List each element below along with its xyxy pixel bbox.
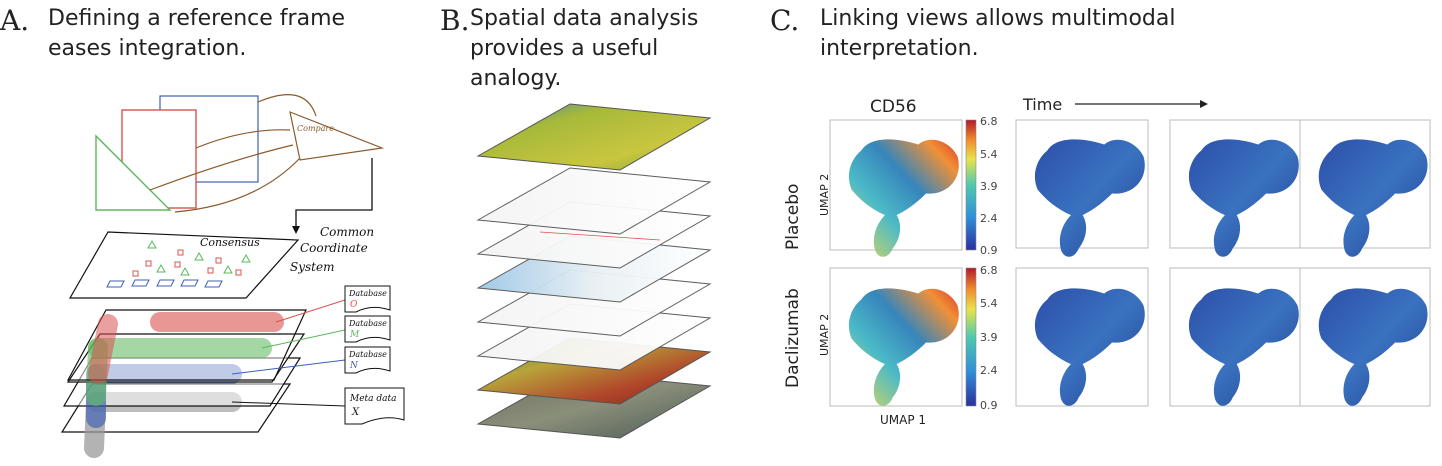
database-letter-1: O <box>350 300 358 310</box>
gis-layer-stack <box>476 103 712 439</box>
panel-a-heading-line-1: Defining a reference frame <box>48 6 346 31</box>
integration-sketch: Compare Consensus Common Coordinate Syst… <box>60 94 405 458</box>
panel-a-heading-line-2: eases integration. <box>48 36 247 61</box>
layer-red-plane <box>66 309 307 381</box>
connector-blue <box>231 359 346 375</box>
metadata-card: Meta data X <box>344 387 405 425</box>
cbar2-tick-1: 6.8 <box>980 264 998 277</box>
ccs-label-1: Common <box>320 225 374 239</box>
colorbar-ticks-daclizumab: 6.8 5.4 3.9 2.4 0.9 <box>980 264 998 412</box>
database-card-3: Database N <box>344 346 391 374</box>
cbar2-tick-2: 5.4 <box>980 297 998 310</box>
panel-b-heading-line-3: analogy. <box>470 66 562 91</box>
panel-c-heading: Linking views allows multimodal interpre… <box>820 4 1420 64</box>
cbar1-tick-3: 3.9 <box>980 180 998 193</box>
layer-roads <box>476 303 712 371</box>
cbar1-tick-5: 0.9 <box>980 244 998 257</box>
panel-c-heading-line-1: Linking views allows multimodal <box>820 6 1176 31</box>
boundary-line <box>539 231 661 241</box>
database-letter-3: N <box>349 361 359 371</box>
layer-satellite <box>476 371 712 439</box>
row-label-placebo: Placebo <box>783 184 803 250</box>
ccs-plane <box>68 231 300 299</box>
ccs-label-2: Coordinate <box>300 241 368 255</box>
cbar1-tick-4: 2.4 <box>980 212 998 225</box>
cbar2-tick-4: 2.4 <box>980 364 998 377</box>
panel-b: B. Spatial data analysis provides a usef… <box>440 0 770 466</box>
layer-points <box>476 167 712 235</box>
panel-b-heading-line-2: provides a useful <box>470 36 659 61</box>
row-label-daclizumab: Daclizumab <box>783 288 803 388</box>
cbar1-tick-1: 6.8 <box>980 115 998 128</box>
layer-landcover <box>476 103 712 171</box>
axis-y-label-1: UMAP 2 <box>818 174 831 216</box>
database-letter-2: M <box>349 330 360 340</box>
consensus-label: Consensus <box>200 236 260 249</box>
connector-red <box>275 299 346 323</box>
panel-a-letter: A. <box>0 4 30 37</box>
panel-a: A. Defining a reference frame eases inte… <box>0 0 440 466</box>
panel-b-letter: B. <box>440 4 470 37</box>
database-label-2: Database <box>348 319 387 328</box>
layer-text <box>476 269 712 337</box>
connector-gray <box>231 401 346 407</box>
database-card-2: Database M <box>344 315 391 343</box>
panel-a-heading: Defining a reference frame eases integra… <box>48 4 428 64</box>
cbar2-tick-5: 0.9 <box>980 399 998 412</box>
colorbar-daclizumab <box>965 267 977 407</box>
database-label-1: Database <box>348 289 387 298</box>
panel-b-heading-line-1: Spatial data analysis <box>470 6 699 31</box>
metadata-mark: X <box>351 407 360 418</box>
arrow-compare-to-ccs <box>295 158 373 232</box>
panel-b-heading: Spatial data analysis provides a useful … <box>470 4 850 94</box>
panel-c-heading-line-2: interpretation. <box>820 36 979 61</box>
cd56-label: CD56 <box>870 97 917 117</box>
layer-elevation <box>476 337 712 405</box>
axis-x-label: UMAP 1 <box>880 413 926 427</box>
database-label-3: Database <box>348 350 387 359</box>
colorbar-placebo <box>965 119 977 251</box>
cbar2-tick-3: 3.9 <box>980 331 998 344</box>
arrow-bottom-to-compare <box>174 157 301 213</box>
arrow-blue-to-compare <box>257 94 317 117</box>
compare-label: Compare <box>297 124 334 133</box>
red-glyphs <box>132 249 242 277</box>
database-card-1: Database O <box>344 285 391 313</box>
compare-triangle <box>289 111 385 161</box>
ccs-label-3: System <box>290 260 334 274</box>
green-triangle <box>95 134 172 211</box>
layer-boundaries <box>476 201 712 269</box>
umap-grid: CD56 Time Placebo Daclizumab UMAP 2 UMAP… <box>783 95 1431 427</box>
arrow-red-to-compare <box>195 129 291 149</box>
red-bar <box>88 314 118 384</box>
connector-green <box>261 329 346 349</box>
axis-y-label-2: UMAP 2 <box>818 314 831 356</box>
green-glyphs <box>147 239 251 276</box>
metadata-label: Meta data <box>349 394 397 404</box>
time-label: Time <box>1022 95 1062 114</box>
cbar1-tick-2: 5.4 <box>980 148 998 161</box>
time-arrowhead <box>1200 100 1208 108</box>
arrow-green-to-compare <box>149 144 294 191</box>
colorbar-ticks-placebo: 6.8 5.4 3.9 2.4 0.9 <box>980 115 998 257</box>
panel-c-letter: C. <box>770 4 800 37</box>
blue-glyphs <box>106 279 223 288</box>
panel-c: C. Linking views allows multimodal inter… <box>770 0 1442 466</box>
arrowhead <box>292 226 300 234</box>
layer-hydrology <box>476 235 712 303</box>
